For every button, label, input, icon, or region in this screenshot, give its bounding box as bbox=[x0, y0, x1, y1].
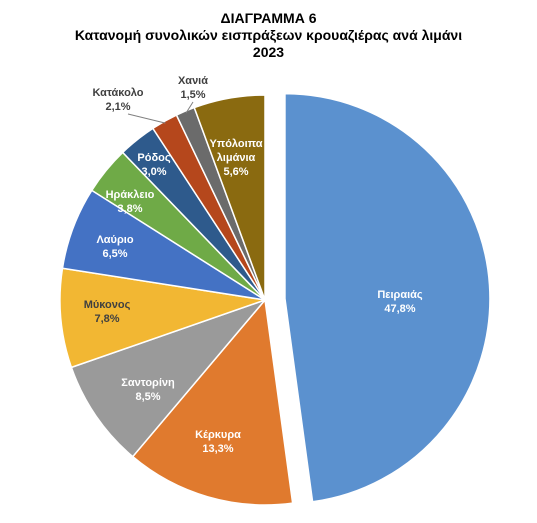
slice-label-group: Μύκονος 7,8% bbox=[84, 299, 131, 325]
slice-category-label: Χανιά bbox=[178, 75, 208, 87]
slice-value-label: 2,1% bbox=[105, 101, 130, 113]
chart-year: 2023 bbox=[252, 44, 285, 60]
slice-label-group: Λαύριο 6,5% bbox=[96, 234, 133, 260]
slice-category-label: Μύκονος bbox=[84, 299, 131, 311]
slice-label-group: Κέρκυρα 13,3% bbox=[195, 429, 241, 455]
slice-value-label: 7,8% bbox=[94, 313, 119, 325]
chart-subtitle: Κατανομή συνολικών εισπράξεων κρουαζιέρα… bbox=[74, 27, 463, 43]
slice-category-label: Υπόλοιπα bbox=[209, 138, 262, 150]
slice-label-group: Ρόδος 3,0% bbox=[137, 152, 170, 178]
slice-category-label: Πειραιάς bbox=[377, 289, 423, 301]
slice-label-group: Πειραιάς 47,8% bbox=[377, 289, 423, 315]
slice-label-group: Υπόλοιπα λιμάνια 5,6% bbox=[209, 138, 262, 178]
slice-category-label: λιμάνια bbox=[217, 152, 256, 164]
chart-title: ΔΙΑΓΡΑΜΜΑ 6 bbox=[220, 10, 317, 26]
slice-value-label: 6,5% bbox=[102, 248, 127, 260]
slice-value-label: 3,8% bbox=[117, 203, 142, 215]
slice-category-label: Λαύριο bbox=[96, 234, 133, 246]
slice-value-label: 5,6% bbox=[223, 166, 248, 178]
slice-value-label: 3,0% bbox=[141, 166, 166, 178]
pie-slice bbox=[59, 267, 266, 369]
pie-slice bbox=[284, 92, 491, 503]
pie-slice bbox=[193, 94, 266, 301]
leader-line bbox=[185, 101, 194, 114]
leader-line bbox=[127, 113, 166, 124]
slice-category-label: Σαντορίνη bbox=[121, 377, 175, 389]
slice-value-label: 1,5% bbox=[180, 89, 205, 101]
slice-value-label: 47,8% bbox=[384, 303, 415, 315]
chart-title-block: ΔΙΑΓΡΑΜΜΑ 6 Κατανομή συνολικών εισπράξεω… bbox=[0, 10, 537, 61]
pie-slice bbox=[131, 298, 294, 506]
slice-label-group: Χανιά 1,5% bbox=[178, 75, 208, 114]
slice-category-label: Ηράκλειο bbox=[106, 189, 155, 201]
slice-category-label: Κέρκυρα bbox=[195, 429, 241, 441]
slice-label-group: Κατάκολο 2,1% bbox=[92, 87, 166, 124]
slice-label-group: Ηράκλειο 3,8% bbox=[106, 189, 155, 215]
pie-slice bbox=[70, 298, 268, 458]
slice-value-label: 8,5% bbox=[135, 391, 160, 403]
slice-label-group: Σαντορίνη 8,5% bbox=[121, 377, 175, 403]
slice-value-label: 13,3% bbox=[202, 443, 233, 455]
slice-category-label: Κατάκολο bbox=[92, 87, 143, 99]
slice-category-label: Ρόδος bbox=[137, 152, 170, 164]
